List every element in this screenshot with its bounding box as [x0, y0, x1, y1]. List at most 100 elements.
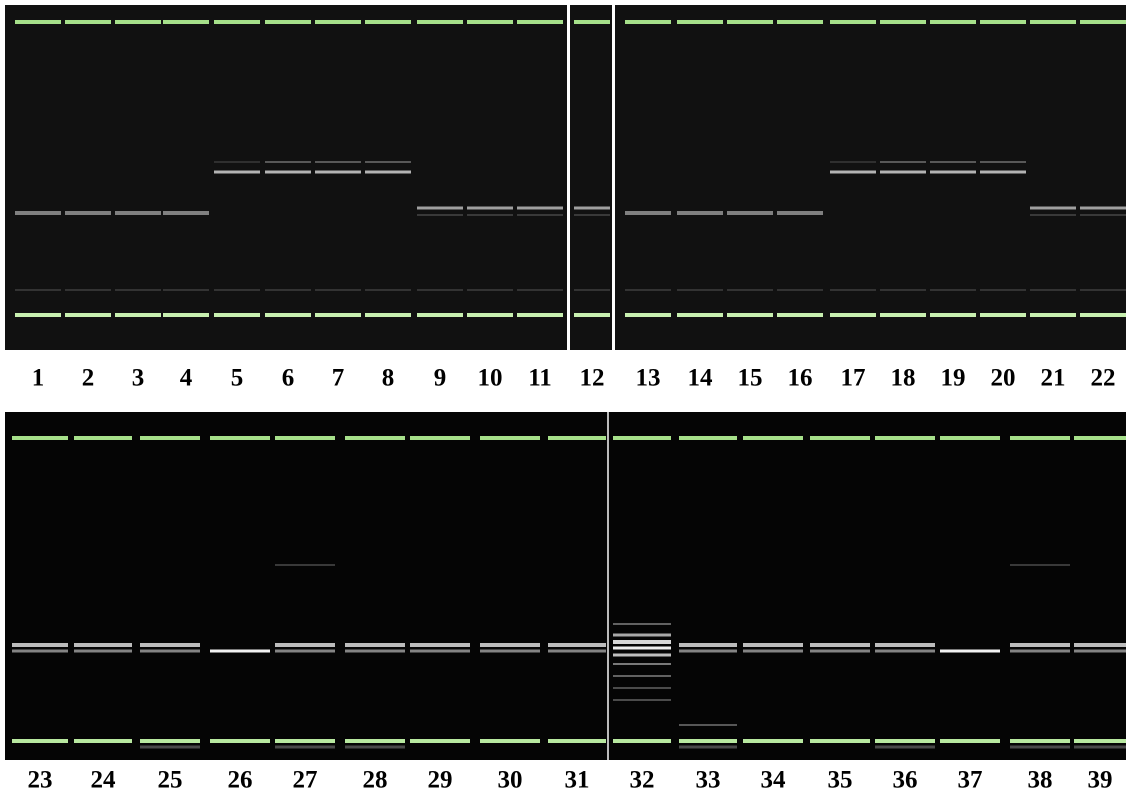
band: [15, 289, 61, 291]
band: [880, 161, 926, 163]
band: [930, 313, 976, 317]
band: [517, 313, 563, 317]
lane-label: 22: [1091, 365, 1116, 392]
band: [410, 739, 470, 743]
band: [1074, 739, 1126, 743]
lane-label: 11: [528, 365, 552, 392]
lane-label: 38: [1028, 767, 1053, 794]
lane-label: 2: [82, 365, 95, 392]
lane-label: 19: [941, 365, 966, 392]
band: [345, 436, 405, 440]
band: [12, 643, 68, 647]
band: [613, 654, 671, 657]
band: [163, 211, 209, 215]
band: [930, 161, 976, 163]
band: [1074, 643, 1126, 647]
band: [574, 20, 610, 24]
band: [417, 207, 463, 210]
band: [1080, 20, 1126, 24]
band: [467, 214, 513, 216]
band: [140, 746, 200, 749]
band: [74, 643, 132, 647]
lane-label: 35: [828, 767, 853, 794]
band: [345, 739, 405, 743]
band: [810, 650, 870, 653]
band: [480, 436, 540, 440]
band: [15, 20, 61, 24]
band: [880, 171, 926, 174]
band: [480, 650, 540, 653]
band: [365, 289, 411, 291]
lane-label: 3: [132, 365, 145, 392]
band: [548, 643, 606, 647]
lane-label: 29: [428, 767, 453, 794]
band: [613, 675, 671, 677]
band: [613, 687, 671, 689]
band: [940, 739, 1000, 743]
band: [15, 313, 61, 317]
lane-label: 31: [565, 767, 590, 794]
band: [727, 289, 773, 291]
band: [613, 436, 671, 440]
band: [1010, 650, 1070, 653]
band: [1074, 650, 1126, 653]
lane-label: 8: [382, 365, 395, 392]
band: [727, 313, 773, 317]
band: [980, 171, 1026, 174]
band: [417, 313, 463, 317]
band: [930, 289, 976, 291]
band: [214, 171, 260, 174]
band: [140, 650, 200, 653]
band: [980, 289, 1026, 291]
lane-label: 27: [293, 767, 318, 794]
band: [743, 739, 803, 743]
separator: [567, 5, 570, 350]
band: [467, 20, 513, 24]
band: [417, 20, 463, 24]
band: [517, 214, 563, 216]
band: [275, 436, 335, 440]
band: [275, 650, 335, 653]
band: [613, 647, 671, 650]
lane-label: 26: [228, 767, 253, 794]
band: [1074, 746, 1126, 749]
band: [163, 20, 209, 24]
band: [830, 171, 876, 174]
band: [365, 313, 411, 317]
lane-label: 37: [958, 767, 983, 794]
band: [940, 436, 1000, 440]
band: [315, 20, 361, 24]
band: [214, 20, 260, 24]
band: [214, 289, 260, 291]
lane-label: 14: [688, 365, 714, 392]
band: [574, 313, 610, 317]
band: [727, 211, 773, 215]
band: [65, 20, 111, 24]
band: [1010, 564, 1070, 566]
band: [365, 161, 411, 163]
band: [613, 739, 671, 743]
band: [517, 20, 563, 24]
bottom-gel: [5, 412, 1126, 760]
band: [677, 211, 723, 215]
band: [830, 313, 876, 317]
band: [810, 739, 870, 743]
band: [275, 564, 335, 566]
band: [727, 20, 773, 24]
band: [517, 207, 563, 210]
band: [625, 211, 671, 215]
band: [880, 289, 926, 291]
band: [980, 313, 1026, 317]
band: [880, 20, 926, 24]
band: [980, 20, 1026, 24]
band: [345, 650, 405, 653]
band: [677, 20, 723, 24]
band: [214, 313, 260, 317]
lane-label: 21: [1041, 365, 1066, 392]
lane-label: 25: [158, 767, 183, 794]
band: [625, 289, 671, 291]
lane-label: 7: [332, 365, 345, 392]
band: [679, 650, 737, 653]
band: [810, 436, 870, 440]
lane-label: 33: [696, 767, 721, 794]
